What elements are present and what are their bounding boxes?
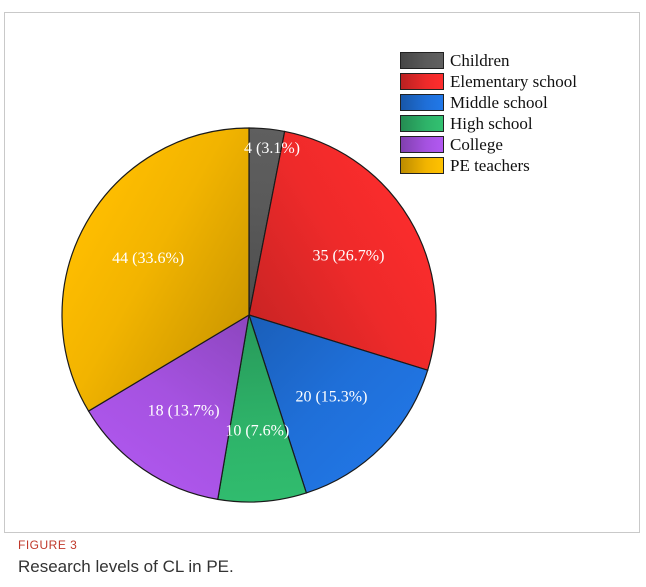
chart-legend: Children Elementary school Middle school…: [400, 50, 577, 176]
legend-item-children: Children: [400, 50, 577, 71]
pie-slice-pe-teachers: [61, 127, 250, 412]
pie-slice-elementary-school: [248, 130, 437, 371]
figure-caption: Research levels of CL in PE.: [18, 557, 234, 576]
legend-item-high-school: High school: [400, 113, 577, 134]
legend-item-college: College: [400, 134, 577, 155]
legend-label: High school: [450, 113, 533, 133]
legend-label: College: [450, 134, 503, 154]
legend-swatch: [400, 136, 444, 153]
legend-swatch: [400, 73, 444, 90]
data-label-pe-teachers: 44 (33.6%): [112, 250, 184, 267]
figure-label: FIGURE 3: [18, 538, 78, 552]
legend-item-pe-teachers: PE teachers: [400, 155, 577, 176]
legend-swatch: [400, 52, 444, 69]
legend-item-elementary-school: Elementary school: [400, 71, 577, 92]
data-label-high-school: 10 (7.6%): [225, 423, 289, 440]
pie-slice-middle-school: [248, 314, 429, 494]
legend-label: Middle school: [450, 92, 548, 112]
data-label-children: 4 (3.1%): [244, 140, 300, 157]
legend-label: PE teachers: [450, 155, 530, 175]
legend-item-middle-school: Middle school: [400, 92, 577, 113]
legend-label: Children: [450, 50, 510, 70]
data-label-college: 18 (13.7%): [148, 403, 220, 420]
pie-slice-college: [87, 313, 250, 501]
data-label-middle-school: 20 (15.3%): [295, 388, 367, 405]
legend-swatch: [400, 115, 444, 132]
data-label-elementary-school: 35 (26.7%): [312, 247, 384, 264]
legend-swatch: [400, 157, 444, 174]
legend-label: Elementary school: [450, 71, 577, 91]
legend-swatch: [400, 94, 444, 111]
